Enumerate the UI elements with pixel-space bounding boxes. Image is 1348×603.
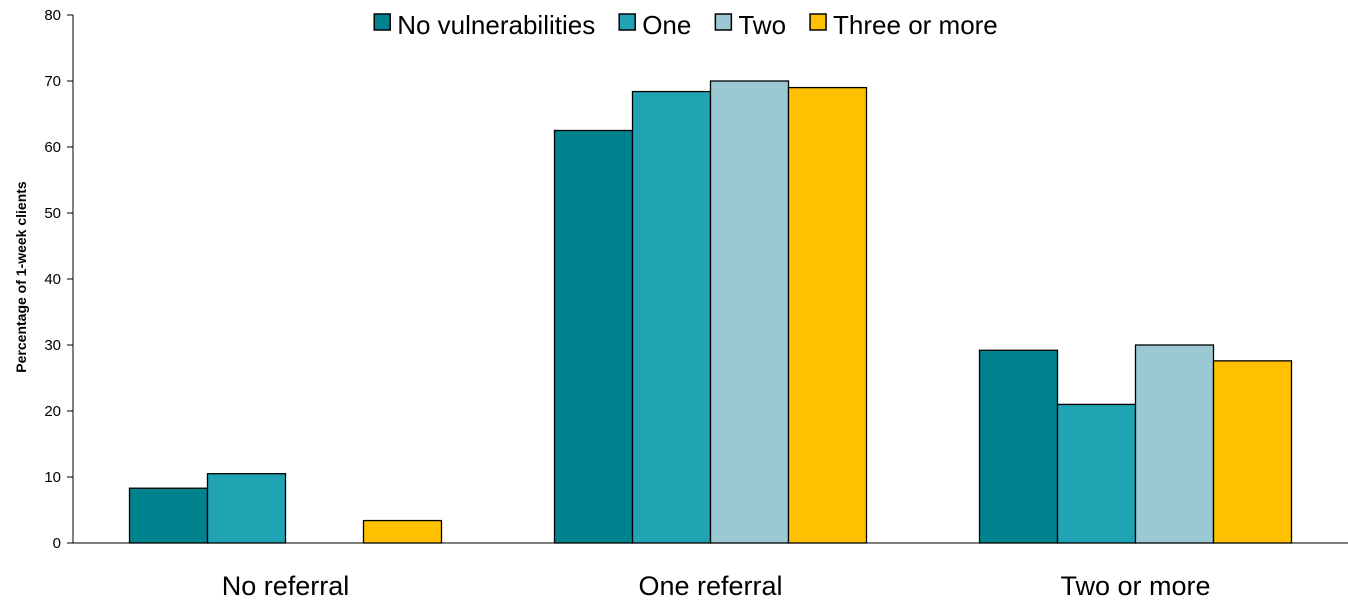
legend-label: Two (738, 10, 786, 40)
legend-swatch (714, 13, 733, 31)
bar (631, 90, 712, 544)
y-tick-label: 20 (44, 403, 61, 420)
y-tick-label: 50 (44, 205, 61, 222)
x-category-label: Two or more (1060, 571, 1210, 601)
y-tick-label: 60 (44, 139, 61, 156)
chart-legend: No vulnerabilities One Two Three or more (373, 10, 998, 40)
y-tick-label: 80 (44, 7, 61, 24)
legend-swatch (373, 13, 391, 31)
y-axis-label: Percentage of 1-week clients (13, 181, 29, 373)
legend-swatch (809, 13, 827, 31)
legend-label: Three or more (833, 10, 998, 40)
bar (1134, 344, 1215, 544)
y-tick-label: 70 (44, 73, 61, 90)
legend-label: One (642, 10, 691, 40)
y-tick-label: 10 (44, 469, 61, 486)
x-category-label: One referral (638, 571, 782, 601)
bar (553, 129, 634, 544)
legend-swatch (618, 13, 636, 31)
bar (362, 519, 443, 544)
y-tick-label: 40 (44, 271, 61, 288)
bar (787, 86, 868, 544)
bar (1212, 360, 1293, 544)
y-tick-label: 30 (44, 337, 61, 354)
x-category-label: No referral (222, 571, 350, 601)
y-axis: 0 10 20 30 40 50 60 70 80 (44, 7, 74, 552)
bar (206, 473, 287, 544)
y-tick-label: 0 (53, 535, 61, 552)
x-axis: No referral One referral Two or more (73, 542, 1348, 601)
bars (128, 80, 1293, 544)
bar (1056, 403, 1137, 544)
bar (128, 487, 209, 544)
legend-label: No vulnerabilities (397, 10, 595, 40)
bar (709, 80, 790, 544)
bar (978, 349, 1059, 544)
